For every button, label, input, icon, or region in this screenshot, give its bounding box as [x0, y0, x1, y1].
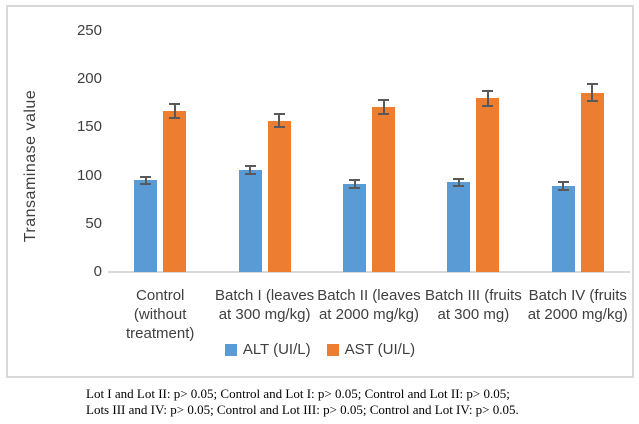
legend-label-alt: ALT (UI/L) — [242, 341, 311, 358]
error-bar-cap-top — [349, 179, 360, 182]
error-bar-cap-bottom — [453, 185, 465, 188]
y-axis-title: Transaminase value — [22, 89, 39, 243]
y-tick-50: 50 — [85, 214, 102, 232]
error-bar-cap-bottom — [169, 116, 181, 119]
error-bar-line — [353, 179, 356, 190]
error-bar-cap-top — [482, 89, 494, 92]
error-bar-cap-bottom — [273, 126, 285, 129]
bar-ast-batch-iii — [476, 98, 500, 272]
y-tick-150: 150 — [76, 118, 102, 136]
error-bar-ast-batch-iv — [586, 83, 598, 103]
bar-alt-batch-iv — [551, 186, 575, 272]
legend: ALT (UI/L) AST (UI/L) — [6, 341, 634, 358]
y-tick-0: 0 — [93, 263, 102, 280]
legend-label-ast: AST (UI/L) — [344, 341, 416, 358]
bar-ast-batch-ii — [372, 107, 395, 272]
error-bar-cap-top — [244, 164, 256, 167]
error-bar-line — [173, 103, 176, 119]
x-axis-labels: Control (without treatment) Batch I (leav… — [108, 286, 630, 343]
error-bar-alt-batch-ii — [349, 179, 360, 190]
legend-swatch-ast-icon — [326, 343, 339, 356]
error-bar-cap-top — [273, 112, 285, 115]
x-label-batch-iv: Batch IV (fruits at 2000 mg/kg) — [527, 287, 628, 323]
bar-alt-control — [134, 180, 158, 272]
error-bar-cap-top — [140, 175, 152, 178]
error-bar-ast-batch-ii — [378, 99, 389, 115]
error-bar-ast-control — [169, 103, 181, 119]
bar-alt-batch-iii — [447, 182, 471, 272]
error-bar-cap-top — [378, 99, 389, 102]
error-bar-line — [382, 99, 385, 115]
error-bar-cap-bottom — [482, 105, 494, 108]
x-axis-line — [108, 271, 630, 273]
legend-swatch-alt-icon — [224, 343, 237, 356]
bar-alt-batch-i — [238, 169, 262, 272]
error-bar-alt-batch-i — [244, 164, 256, 175]
chart-frame — [6, 5, 634, 378]
error-bar-line — [486, 89, 489, 108]
error-bar-cap-top — [557, 181, 569, 184]
bar-alt-batch-ii — [343, 184, 366, 272]
error-bar-ast-batch-iii — [482, 89, 494, 108]
legend-item-ast: AST (UI/L) — [326, 341, 416, 358]
error-bar-alt-control — [140, 175, 152, 186]
error-bar-line — [278, 112, 281, 129]
caption-line-1: Lot I and Lot II: p> 0.05; Control and L… — [86, 386, 510, 401]
x-label-control: Control (without treatment) — [126, 287, 195, 342]
error-bar-cap-top — [169, 103, 181, 106]
x-label-batch-ii: Batch II (leaves at 2000 mg/kg) — [317, 287, 421, 323]
bar-ast-control — [163, 111, 187, 272]
caption: Lot I and Lot II: p> 0.05; Control and L… — [86, 386, 606, 417]
legend-item-alt: ALT (UI/L) — [224, 341, 311, 358]
error-bar-alt-batch-iv — [557, 181, 569, 191]
error-bar-cap-bottom — [378, 112, 389, 115]
error-bar-cap-bottom — [244, 172, 256, 175]
error-bar-ast-batch-i — [273, 112, 285, 129]
error-bar-cap-bottom — [557, 189, 569, 191]
error-bar-cap-bottom — [586, 100, 598, 103]
caption-line-2: Lots III and IV: p> 0.05; Control and Lo… — [86, 401, 519, 417]
error-bar-line — [144, 175, 147, 186]
y-tick-200: 200 — [76, 70, 102, 88]
x-label-batch-iii: Batch III (fruits at 300 mg) — [425, 287, 522, 323]
error-bar-cap-bottom — [140, 183, 152, 186]
plot-area — [108, 31, 630, 273]
error-bar-line — [591, 83, 594, 103]
error-bar-alt-batch-iii — [453, 177, 465, 188]
y-tick-250: 250 — [76, 22, 102, 39]
error-bar-cap-bottom — [349, 187, 360, 190]
error-bar-cap-top — [453, 177, 465, 180]
x-label-batch-i: Batch I (leaves at 300 mg/kg) — [214, 287, 315, 323]
bar-ast-batch-iv — [580, 92, 604, 272]
error-bar-cap-top — [586, 83, 598, 86]
y-tick-100: 100 — [76, 166, 102, 184]
error-bar-line — [562, 181, 565, 191]
error-bar-line — [457, 177, 460, 188]
error-bar-line — [249, 164, 252, 175]
bar-ast-batch-i — [267, 120, 291, 272]
